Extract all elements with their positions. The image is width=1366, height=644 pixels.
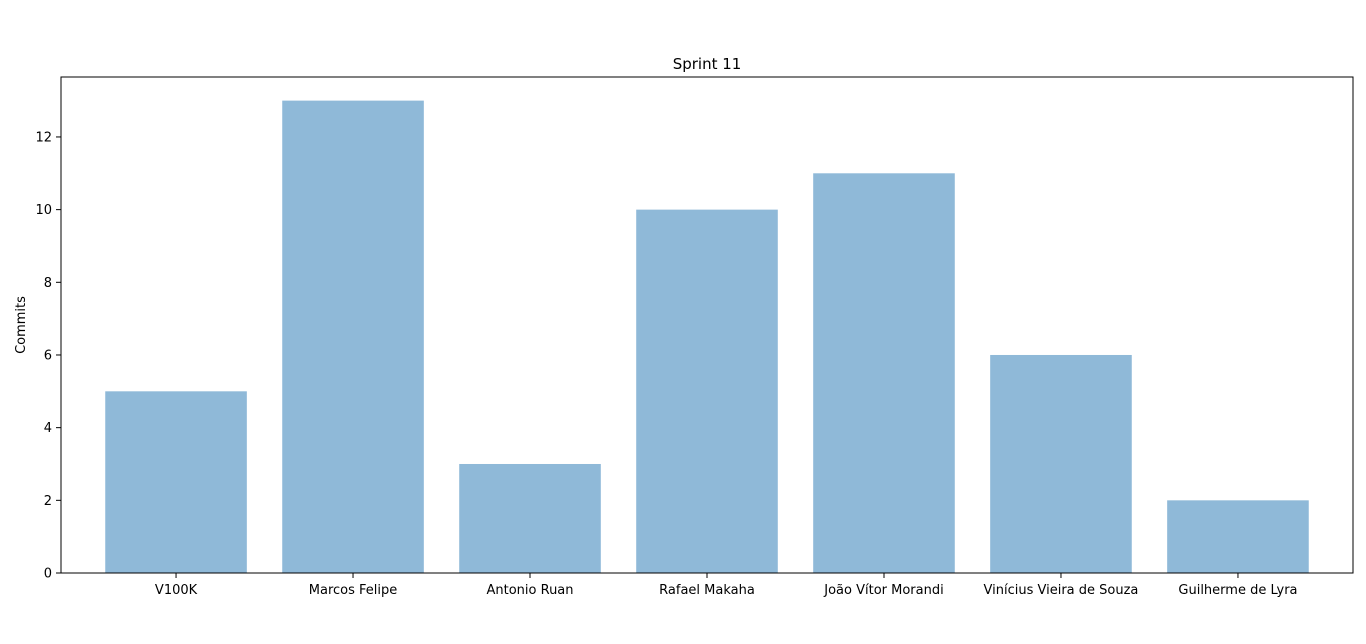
x-tick-label: João Vítor Morandi — [823, 583, 943, 598]
x-tick-label: Marcos Felipe — [309, 583, 398, 598]
y-axis: 0 2 4 6 8 10 12 — [35, 130, 61, 582]
bar-5 — [990, 354, 1132, 573]
y-tick-label: 6 — [44, 348, 52, 363]
x-tick-label: V100K — [155, 583, 198, 598]
y-axis-label: Commits — [14, 296, 29, 354]
y-tick-label: 0 — [44, 567, 52, 582]
x-tick-label: Rafael Makaha — [659, 583, 755, 598]
x-tick-label: Vinícius Vieira de Souza — [984, 583, 1139, 598]
y-tick-label: 12 — [35, 130, 52, 145]
bars-group — [105, 100, 1309, 574]
x-axis: V100K Marcos Felipe Antonio Ruan Rafael Mak… — [155, 573, 1298, 598]
y-tick-label: 10 — [35, 203, 52, 218]
bar-0 — [105, 391, 247, 573]
chart-title: Sprint 11 — [673, 55, 742, 73]
y-tick-label: 4 — [44, 421, 52, 436]
bar-2 — [459, 463, 601, 573]
x-tick-label: Antonio Ruan — [487, 583, 574, 598]
bar-1 — [282, 100, 424, 573]
bar-6 — [1167, 500, 1309, 573]
bar-4 — [813, 173, 955, 574]
plot-frame — [60, 76, 1354, 574]
bar-3 — [636, 209, 778, 573]
x-tick-label: Guilherme de Lyra — [1178, 583, 1297, 598]
y-tick-label: 2 — [44, 494, 52, 509]
y-tick-label: 8 — [44, 276, 52, 291]
